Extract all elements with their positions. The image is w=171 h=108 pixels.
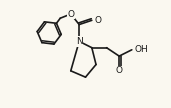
Text: OH: OH bbox=[134, 45, 148, 54]
Text: O: O bbox=[67, 10, 74, 18]
Text: O: O bbox=[116, 66, 123, 75]
Text: O: O bbox=[94, 16, 101, 25]
Text: N: N bbox=[76, 37, 83, 46]
